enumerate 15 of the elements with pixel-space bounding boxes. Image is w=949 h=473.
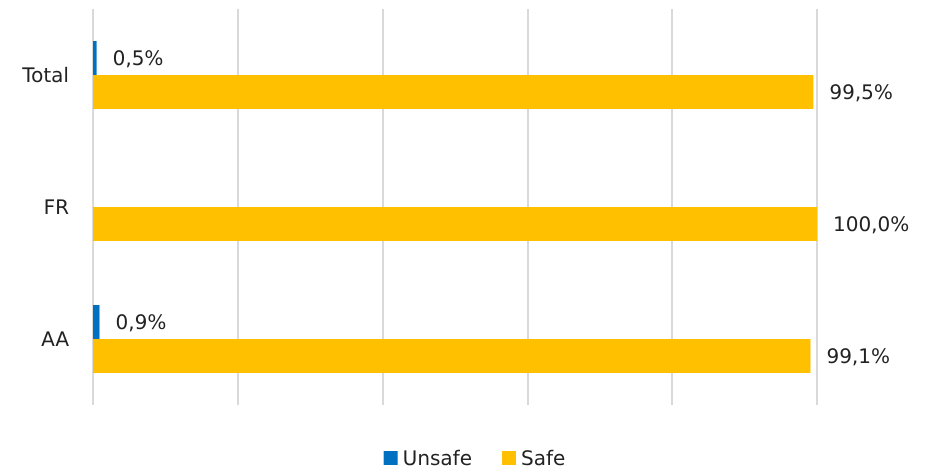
y-tick-label: AA	[41, 327, 70, 351]
y-tick-label: FR	[44, 195, 70, 219]
bar	[93, 305, 100, 339]
bar	[93, 75, 814, 109]
bar	[93, 41, 97, 75]
legend-label: Safe	[521, 446, 566, 470]
data-label: 0,9%	[116, 310, 166, 334]
data-label: 99,1%	[826, 344, 890, 368]
bar	[93, 339, 810, 373]
data-label: 0,5%	[112, 46, 164, 70]
data-label: 100,0%	[833, 212, 910, 236]
legend-label: Unsafe	[402, 446, 472, 470]
data-label: 99,5%	[829, 80, 893, 104]
bar	[93, 207, 817, 241]
y-tick-label: Total	[21, 63, 69, 87]
